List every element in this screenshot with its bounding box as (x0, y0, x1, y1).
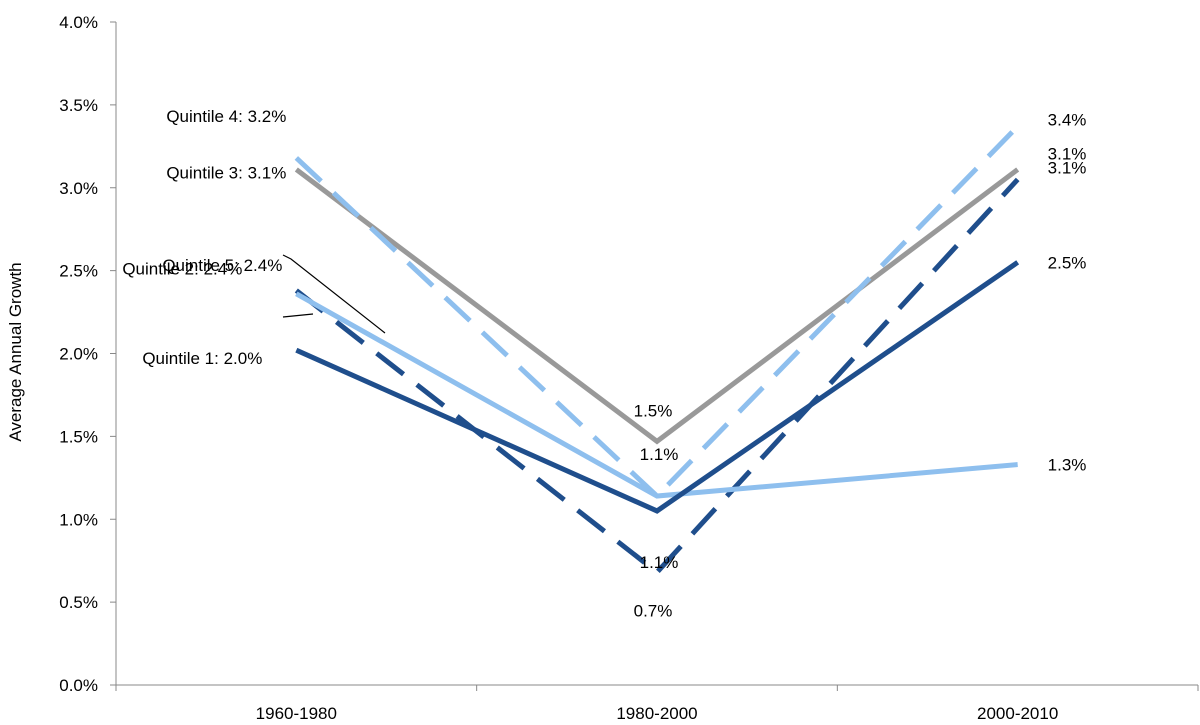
x-tick-label: 1960-1980 (256, 704, 337, 723)
data-label-quintile-3: Quintile 3: 3.1% (166, 164, 286, 183)
data-label-quintile-2: 3.1% (1048, 144, 1087, 163)
y-tick-label: 1.5% (59, 427, 98, 446)
data-label-quintile-4: Quintile 4: 3.2% (166, 107, 286, 126)
axes: 0.0% 0.5% 1.0% 1.5% 2.0% 2.5% 3.0% 3.5% 4.0% 1960… (59, 13, 1199, 723)
y-tick-label: 1.0% (59, 510, 98, 529)
y-tick-label: 0.0% (59, 676, 98, 695)
label-leader-lines (282, 254, 386, 334)
data-label-quintile-2: Quintile 2: 2.4% (122, 260, 242, 279)
x-tick-label: 2000-2010 (977, 704, 1058, 723)
data-label-quintile-3: 3.1% (1048, 159, 1087, 178)
y-tick-label: 2.0% (59, 345, 98, 364)
leader-line-quintile-2 (282, 313, 314, 318)
data-label-quintile-1: Quintile 1: 2.0% (142, 349, 262, 368)
y-tick-label: 3.0% (59, 179, 98, 198)
data-label-quintile-5: 1.1% (640, 553, 679, 572)
series-lines (294, 124, 1020, 576)
leader-line-quintile-5 (282, 254, 386, 334)
y-tick-label: 2.5% (59, 262, 98, 281)
data-label-quintile-1: 2.5% (1048, 253, 1087, 272)
data-label-quintile-4: 1.1% (640, 445, 679, 464)
data-labels: Quintile 1: 2.0% 2.5% Quintile 2: 2.4% 0.7%… (122, 107, 1086, 620)
series-line-quintile-1 (295, 260, 1020, 514)
series-line-quintile-4 (294, 124, 1020, 500)
y-tick-label: 4.0% (59, 13, 98, 32)
y-tick-label: 0.5% (59, 593, 98, 612)
y-tick-label: 3.5% (59, 96, 98, 115)
data-label-quintile-2: 0.7% (634, 601, 673, 620)
series-line-quintile-3 (294, 167, 1020, 445)
data-label-quintile-5: 1.3% (1048, 456, 1087, 475)
data-label-quintile-5: Quintile 5: 2.4% (162, 256, 282, 275)
data-label-quintile-3: 1.5% (634, 401, 673, 420)
series-line-quintile-5 (295, 291, 1018, 499)
data-label-quintile-4: 3.4% (1048, 110, 1087, 129)
x-tick-label: 1980-2000 (616, 704, 697, 723)
y-axis-title: Average Annual Growth (6, 262, 25, 441)
